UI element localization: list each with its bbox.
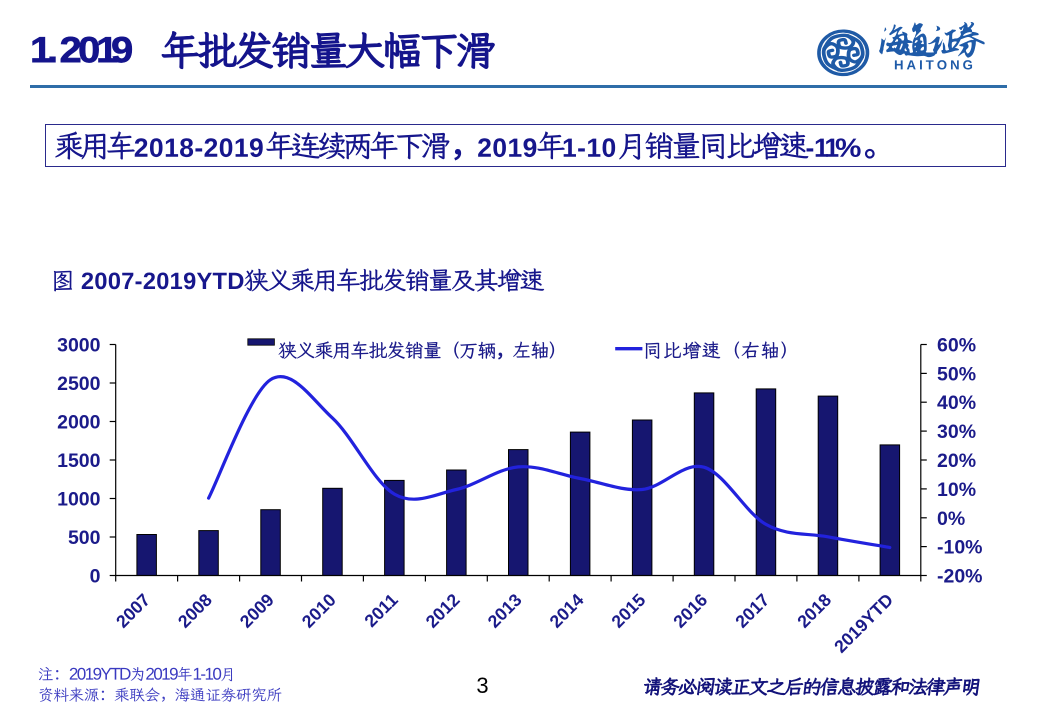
svg-text:40%: 40% xyxy=(937,392,976,414)
svg-text:2012: 2012 xyxy=(422,590,464,632)
svg-text:3000: 3000 xyxy=(57,335,101,357)
svg-text:2015: 2015 xyxy=(607,590,649,632)
svg-text:-20%: -20% xyxy=(937,566,983,588)
svg-text:-10%: -10% xyxy=(937,537,983,559)
svg-text:2014: 2014 xyxy=(546,590,588,632)
svg-text:2018: 2018 xyxy=(793,590,835,632)
svg-text:2017: 2017 xyxy=(731,590,773,632)
svg-text:2019YTD: 2019YTD xyxy=(830,590,897,657)
svg-text:500: 500 xyxy=(68,527,101,549)
svg-text:60%: 60% xyxy=(937,335,976,357)
svg-text:2013: 2013 xyxy=(484,590,526,632)
svg-text:2010: 2010 xyxy=(298,590,340,632)
svg-text:30%: 30% xyxy=(937,421,976,443)
svg-text:20%: 20% xyxy=(937,450,976,472)
svg-text:2008: 2008 xyxy=(174,590,216,632)
svg-text:2000: 2000 xyxy=(57,412,101,434)
svg-text:1500: 1500 xyxy=(57,450,101,472)
svg-text:2007: 2007 xyxy=(112,590,154,632)
svg-text:2011: 2011 xyxy=(360,590,401,631)
svg-text:0: 0 xyxy=(90,566,101,588)
svg-text:2016: 2016 xyxy=(669,590,711,632)
svg-text:0%: 0% xyxy=(937,508,965,530)
svg-text:10%: 10% xyxy=(937,479,976,501)
svg-text:1000: 1000 xyxy=(57,489,101,511)
svg-text:2500: 2500 xyxy=(57,373,101,395)
svg-text:50%: 50% xyxy=(937,363,976,385)
svg-text:2009: 2009 xyxy=(236,590,278,632)
